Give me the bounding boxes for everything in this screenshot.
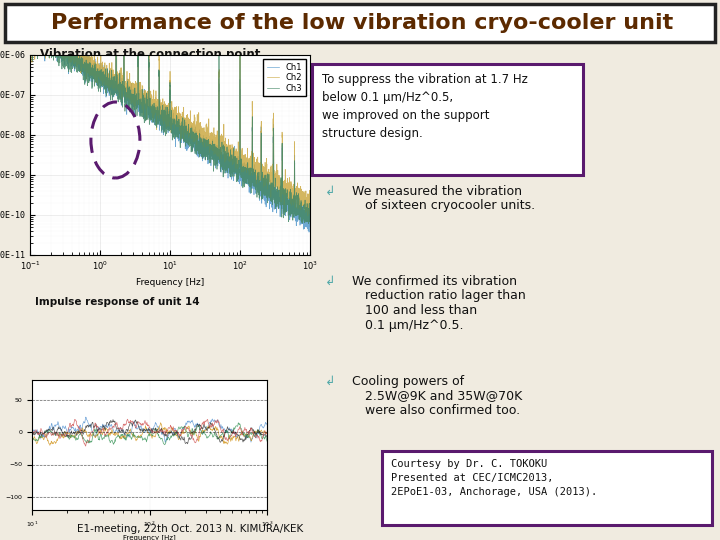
Ch1 <box>133 100 142 106</box>
Text: were also confirmed too.: were also confirmed too. <box>365 404 520 417</box>
Ch3 <box>26 48 35 54</box>
Line: Ch1: Ch1 <box>30 4 310 232</box>
Text: reduction ratio lager than: reduction ratio lager than <box>365 289 526 302</box>
Ch3 <box>304 220 312 227</box>
FancyBboxPatch shape <box>312 64 583 175</box>
Text: We confirmed its vibration: We confirmed its vibration <box>352 275 517 288</box>
Ch2 <box>26 35 35 41</box>
Text: ↲: ↲ <box>325 185 336 198</box>
Text: Impulse response of unit 14: Impulse response of unit 14 <box>35 297 199 307</box>
Ch3 <box>300 210 309 216</box>
Ch1 <box>305 229 313 235</box>
FancyBboxPatch shape <box>382 451 712 525</box>
Ch2 <box>270 171 279 178</box>
Ch1 <box>58 49 66 55</box>
Ch3 <box>145 107 154 114</box>
FancyBboxPatch shape <box>5 4 715 42</box>
Text: ↲: ↲ <box>325 375 336 388</box>
Text: 100 and less than: 100 and less than <box>365 304 477 317</box>
X-axis label: Frequency [Hz]: Frequency [Hz] <box>123 535 176 540</box>
Ch2 <box>304 213 312 219</box>
Text: We measured the vibration: We measured the vibration <box>352 185 522 198</box>
Text: E1-meeting, 22th Oct. 2013 N. KIMURA/KEK: E1-meeting, 22th Oct. 2013 N. KIMURA/KEK <box>77 524 303 534</box>
Ch2 <box>58 43 66 50</box>
Ch2 <box>74 52 83 59</box>
Ch3 <box>270 200 279 206</box>
Ch1 <box>112 1 120 8</box>
Ch1 <box>26 32 35 38</box>
Ch3 <box>306 210 315 217</box>
Text: of sixteen cryocooler units.: of sixteen cryocooler units. <box>365 199 535 213</box>
X-axis label: Frequency [Hz]: Frequency [Hz] <box>136 278 204 287</box>
Ch1 <box>306 208 315 215</box>
Ch3 <box>58 66 66 72</box>
Line: Ch3: Ch3 <box>30 8 310 224</box>
Text: Cooling powers of: Cooling powers of <box>352 375 464 388</box>
Ch1 <box>300 207 309 214</box>
Ch1 <box>270 194 279 201</box>
Text: To suppress the vibration at 1.7 Hz
below 0.1 μm/Hz^0.5,
we improved on the supp: To suppress the vibration at 1.7 Hz belo… <box>322 73 528 140</box>
Text: Vibration at the connection point: Vibration at the connection point <box>40 48 261 61</box>
Ch1 <box>145 115 154 122</box>
Text: Performance of the low vibration cryo-cooler unit: Performance of the low vibration cryo-co… <box>51 13 673 33</box>
Legend: Ch1, Ch2, Ch3: Ch1, Ch2, Ch3 <box>264 59 306 96</box>
Ch3 <box>112 5 120 11</box>
Ch2 <box>133 83 142 89</box>
Text: 2.5W@9K and 35W@70K: 2.5W@9K and 35W@70K <box>365 389 522 402</box>
Ch3 <box>133 98 142 105</box>
Ch2 <box>306 195 315 202</box>
Ch2 <box>300 192 309 198</box>
Text: Courtesy by Dr. C. TOKOKU
Presented at CEC/ICMC2013,
2EPoE1-03, Anchorage, USA (: Courtesy by Dr. C. TOKOKU Presented at C… <box>391 459 598 497</box>
Ch3 <box>74 68 83 74</box>
Ch1 <box>74 55 83 62</box>
Text: 0.1 μm/Hz^0.5.: 0.1 μm/Hz^0.5. <box>365 319 464 332</box>
Text: ↲: ↲ <box>325 275 336 288</box>
Line: Ch2: Ch2 <box>30 0 310 216</box>
Ch2 <box>145 103 154 109</box>
